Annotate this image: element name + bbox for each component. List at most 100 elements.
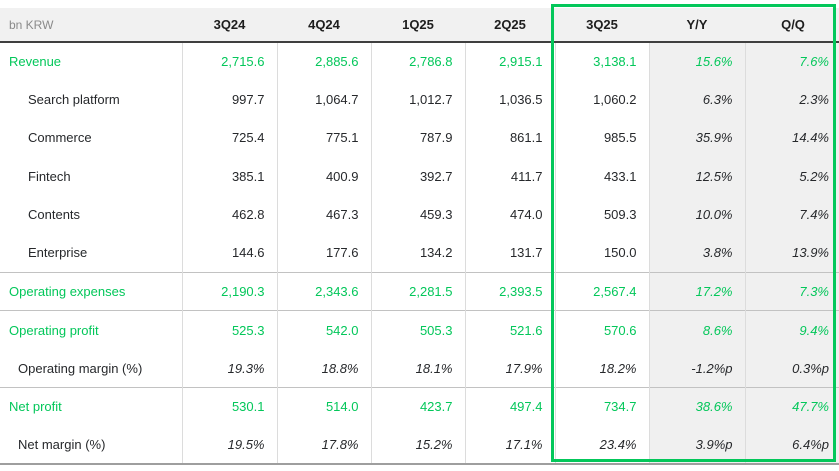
table-row: Net profit 530.1 514.0 423.7 497.4 734.7 38.6%… — [0, 387, 839, 426]
value-cell: 787.9 — [370, 118, 465, 158]
value-cell: 23.4% — [554, 425, 649, 466]
table-row: Fintech 385.1 400.9 392.7 411.7 433.1 12.5% 5.2… — [0, 157, 839, 196]
col-header-3q24: 3Q24 — [182, 8, 277, 43]
table-row: Commerce 725.4 775.1 787.9 861.1 985.5 35.9% 14… — [0, 118, 839, 158]
table-row: Net margin (%) 19.5% 17.8% 15.2% 17.1% 23.4% 3… — [0, 425, 839, 466]
value-cell: 433.1 — [554, 157, 649, 196]
value-cell: 14.4% — [744, 118, 839, 158]
value-cell: 2,190.3 — [181, 271, 277, 311]
value-cell: 775.1 — [276, 118, 371, 158]
row-label: Contents — [28, 207, 81, 223]
value-cell: 985.5 — [554, 118, 649, 158]
value-cell: 1,060.2 — [554, 80, 649, 119]
row-label: Revenue — [9, 54, 62, 70]
value-cell: 5.2% — [744, 157, 839, 196]
value-cell: 19.3% — [181, 349, 277, 388]
value-cell: 13.9% — [744, 233, 839, 273]
row-label: Enterprise — [28, 245, 88, 261]
value-cell: 3,138.1 — [554, 42, 649, 81]
col-header-2q25: 2Q25 — [465, 8, 555, 43]
value-cell: 17.1% — [464, 425, 555, 466]
value-cell: 1,012.7 — [370, 80, 465, 119]
value-cell: 18.8% — [276, 349, 371, 388]
value-cell: 411.7 — [464, 157, 555, 196]
value-cell: 861.1 — [464, 118, 555, 158]
value-cell: 385.1 — [181, 157, 277, 196]
value-cell: 474.0 — [464, 195, 555, 234]
value-cell: 150.0 — [554, 233, 649, 273]
value-cell: 15.6% — [648, 42, 745, 81]
value-cell: 3.9%p — [648, 425, 745, 466]
row-label: Operating expenses — [0, 271, 182, 311]
value-cell: 2,567.4 — [554, 271, 649, 311]
table-row: Operating profit 525.3 542.0 505.3 521.6 570.… — [0, 310, 839, 350]
value-cell: 177.6 — [276, 233, 371, 273]
value-cell: 997.7 — [181, 80, 277, 119]
value-cell: 497.4 — [464, 387, 555, 426]
value-cell: 570.6 — [554, 310, 649, 350]
table-body: Revenue 2,715.6 2,885.6 2,786.8 2,915.1 3,138… — [0, 42, 839, 466]
value-cell: 47.7% — [744, 387, 839, 426]
value-cell: 10.0% — [648, 195, 745, 234]
value-cell: 2,915.1 — [464, 42, 555, 81]
value-cell: 542.0 — [276, 310, 371, 350]
value-cell: 2,343.6 — [276, 271, 371, 311]
value-cell: 423.7 — [370, 387, 465, 426]
value-cell: 734.7 — [554, 387, 649, 426]
value-cell: 2,786.8 — [370, 42, 465, 81]
value-cell: 9.4% — [744, 310, 839, 350]
row-label: Operating profit — [0, 310, 182, 350]
value-cell: 2.3% — [744, 80, 839, 119]
value-cell: 514.0 — [276, 387, 371, 426]
unit-label: bn KRW — [0, 8, 182, 43]
table-row: Operating margin (%) 19.3% 18.8% 18.1% 17.9%… — [0, 349, 839, 388]
row-label: Commerce — [28, 130, 92, 146]
value-cell: 35.9% — [648, 118, 745, 158]
table-row: Operating expenses 2,190.3 2,343.6 2,281.5 2… — [0, 271, 839, 311]
row-label: Net margin (%) — [0, 425, 182, 466]
value-cell: 2,393.5 — [464, 271, 555, 311]
value-cell: 7.6% — [744, 42, 839, 81]
value-cell: 15.2% — [370, 425, 465, 466]
value-cell: 505.3 — [370, 310, 465, 350]
col-header-4q24: 4Q24 — [277, 8, 371, 43]
value-cell: 392.7 — [370, 157, 465, 196]
value-cell: 462.8 — [181, 195, 277, 234]
col-header-qq: Q/Q — [745, 8, 839, 43]
header-row: bn KRW 3Q24 4Q24 1Q25 2Q25 3Q25 Y/Y Q/Q — [0, 8, 839, 43]
table-row: Enterprise 144.6 177.6 134.2 131.7 150.0 3.8% 1… — [0, 233, 839, 273]
value-cell: 8.6% — [648, 310, 745, 350]
quarterly-financials-table: bn KRW 3Q24 4Q24 1Q25 2Q25 3Q25 Y/Y Q/Q … — [0, 8, 839, 466]
value-cell: 17.2% — [648, 271, 745, 311]
value-cell: 6.4%p — [744, 425, 839, 466]
value-cell: 2,281.5 — [370, 271, 465, 311]
value-cell: 38.6% — [648, 387, 745, 426]
col-header-3q25: 3Q25 — [555, 8, 649, 43]
value-cell: 131.7 — [464, 233, 555, 273]
value-cell: 0.3%p — [744, 349, 839, 388]
table-row: Contents 462.8 467.3 459.3 474.0 509.3 10.0% 7.… — [0, 195, 839, 234]
row-label: Fintech — [28, 168, 71, 184]
value-cell: 18.2% — [554, 349, 649, 388]
value-cell: 12.5% — [648, 157, 745, 196]
value-cell: 144.6 — [181, 233, 277, 273]
value-cell: 459.3 — [370, 195, 465, 234]
value-cell: -1.2%p — [648, 349, 745, 388]
value-cell: 530.1 — [181, 387, 277, 426]
row-label: Operating margin (%) — [18, 360, 143, 376]
value-cell: 134.2 — [370, 233, 465, 273]
col-header-yy: Y/Y — [649, 8, 745, 43]
value-cell: 509.3 — [554, 195, 649, 234]
value-cell: 725.4 — [181, 118, 277, 158]
value-cell: 1,036.5 — [464, 80, 555, 119]
value-cell: 7.3% — [744, 271, 839, 311]
table-row: Search platform 997.7 1,064.7 1,012.7 1,036.… — [0, 80, 839, 119]
table-header: bn KRW 3Q24 4Q24 1Q25 2Q25 3Q25 Y/Y Q/Q — [0, 8, 839, 43]
value-cell: 19.5% — [181, 425, 277, 466]
value-cell: 17.8% — [276, 425, 371, 466]
row-label: Search platform — [28, 92, 120, 108]
value-cell: 2,885.6 — [276, 42, 371, 81]
value-cell: 400.9 — [276, 157, 371, 196]
value-cell: 6.3% — [648, 80, 745, 119]
value-cell: 2,715.6 — [181, 42, 277, 81]
